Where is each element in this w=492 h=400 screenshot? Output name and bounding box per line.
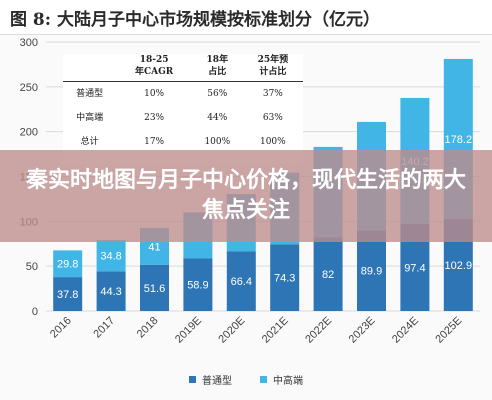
data-label-standard: 66.4 [231,276,252,288]
table-row: 总计 17% 100% 100% [63,130,303,154]
table-cell: 17% [144,137,165,147]
y-tick-label: 0 [32,306,38,318]
data-label-standard: 89.9 [361,266,382,278]
data-label-standard: 37.8 [57,289,78,301]
legend-label: 中高端 [273,375,303,387]
table-row: 普通型 10% 56% 37% [63,82,303,107]
x-tick-label: 2023E [347,315,378,346]
bar-standard [140,264,169,311]
legend-item-premium: 中高端 [260,372,303,387]
bar-standard [270,244,300,311]
y-tick-label: 200 [20,127,38,139]
table-cell: 44% [207,113,228,123]
data-label-premium: 178.2 [445,134,473,146]
data-label-standard: 82 [322,269,334,281]
table-header-row: 18-25 年CAGR 18年 占比 25年预 计占比 [63,54,303,82]
x-tick-label: 2021E [260,315,291,346]
legend-swatch-premium [260,375,267,383]
table-cell: 23% [144,113,165,123]
data-label-standard: 44.3 [100,286,121,298]
table-header-cell: 18-25 年CAGR [116,54,192,82]
x-tick-label: 2018 [135,315,161,341]
legend-swatch-standard [189,375,196,383]
bar-premium [53,250,83,278]
table-row-label: 中高端 [76,113,104,123]
y-tick-label: 50 [26,261,38,273]
x-tick-label: 2016 [48,315,74,341]
x-tick-label: 2022E [303,315,334,346]
data-label-premium: 41 [148,241,160,253]
overlay-headline: 秦实时地图与月子中心价格，现代生活的两大焦点关注 [25,168,466,223]
legend-item-standard: 普通型 [189,372,232,387]
data-label-standard: 102.9 [445,260,473,272]
embedded-growth-table: 18-25 年CAGR 18年 占比 25年预 计占比 普通型 10% 56% … [63,54,303,164]
bar-standard [357,230,386,311]
figure-header: 图 8: 大陆月子中心市场规模按标准划分（亿元） [0,0,492,35]
x-tick-label: 2019E [173,315,204,346]
table-row: 中高端 23% 44% 63% [63,106,303,130]
y-tick-label: 300 [20,37,38,49]
x-tick-label: 2017 [91,315,117,341]
bar-premium [96,240,126,272]
y-tick-label: 250 [20,82,38,94]
bar-standard [183,258,213,311]
data-label-standard: 97.4 [404,262,425,274]
x-tick-label: 2020E [216,315,247,346]
data-label-standard: 74.3 [274,273,295,285]
table-header-cell: 25年预 计占比 [242,54,303,82]
figure-title: 图 8: 大陆月子中心市场规模按标准划分（亿元） [10,10,380,30]
headline-overlay-banner: 秦实时地图与月子中心价格，现代生活的两大焦点关注 [0,150,492,242]
table-cell: 37% [262,89,283,99]
bar-standard [53,277,83,311]
data-label-standard: 58.9 [187,280,208,292]
table-row-label: 普通型 [76,89,104,99]
bar-standard [313,237,343,311]
data-label-premium: 34.8 [100,251,121,263]
table-cell: 56% [207,89,228,99]
data-label-standard: 51.6 [144,283,165,295]
table-cell: 100% [204,137,231,147]
table-cell: 63% [262,113,283,123]
table-header-cell [63,54,117,82]
bar-standard [226,251,256,311]
table-cell: 10% [144,89,165,99]
table-header-cell: 18年 占比 [191,54,243,82]
table-cell: 100% [259,137,286,147]
legend-label: 普通型 [202,375,232,387]
x-tick-label: 2024E [390,315,421,346]
chart-legend: 普通型 中高端 [0,372,492,387]
data-label-premium: 29.8 [57,259,78,271]
x-tick-label: 2025E [433,315,464,346]
table-row-label: 总计 [80,137,99,147]
bar-standard [96,271,126,311]
